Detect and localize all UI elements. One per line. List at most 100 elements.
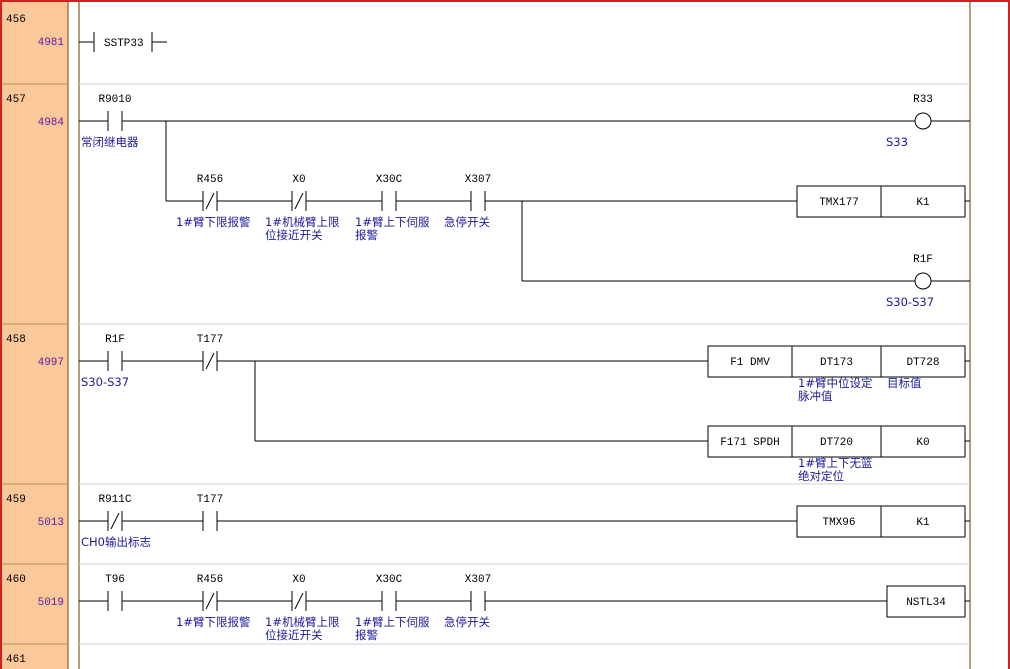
contact-comment: 急停开关 xyxy=(444,615,490,629)
contact-normally-closed[interactable]: R456 1#臂下限报警 xyxy=(176,174,251,229)
step-number-gutter xyxy=(2,2,68,669)
rung-457[interactable]: 457 4984 xyxy=(6,94,64,129)
contact-comment: S30-S37 xyxy=(81,375,129,389)
rung-step-number: 459 xyxy=(6,494,26,506)
instruction-cell xyxy=(886,585,966,618)
contact-normally-open[interactable]: R9010 常闭继电器 xyxy=(81,94,139,149)
contact-comment: 报警 xyxy=(355,628,378,642)
contact-comment: 1#臂上下伺服 xyxy=(355,615,430,629)
contact-gap xyxy=(471,599,485,603)
operand-comment: 目标值 xyxy=(887,376,922,390)
coil-comment: S33 xyxy=(886,135,908,149)
instruction-operand: K1 xyxy=(916,517,930,529)
contact-label: X0 xyxy=(292,574,305,586)
coil-comment: S30-S37 xyxy=(886,295,934,309)
instruction-operand: F171 SPDH xyxy=(720,437,779,449)
window-border-right xyxy=(1008,2,1010,669)
contact-comment: 位接近开关 xyxy=(265,628,323,642)
contact-normally-closed[interactable]: T177 xyxy=(197,334,223,371)
rung-step-number: 458 xyxy=(6,334,26,346)
contact-label: R456 xyxy=(197,574,223,586)
instruction-cell xyxy=(707,425,793,458)
rung-459[interactable]: 459 5013 xyxy=(6,494,64,529)
rung-address: 4997 xyxy=(38,357,64,369)
operand-comment: 1#臂中位设定 xyxy=(798,376,873,390)
contact-gap xyxy=(108,119,122,123)
instruction-cell xyxy=(791,425,882,458)
contact-normally-closed[interactable]: R911C CH0输出标志 xyxy=(81,494,151,549)
instruction-operand: DT173 xyxy=(820,357,853,369)
instruction-operand: NSTL34 xyxy=(906,597,946,609)
contact-gap xyxy=(471,199,485,203)
contact-gap xyxy=(203,519,217,523)
contact-slash xyxy=(205,352,215,370)
contact-label: X307 xyxy=(465,174,491,186)
contact-gap xyxy=(382,199,396,203)
rung-address: 5013 xyxy=(38,517,64,529)
contact-slash xyxy=(294,592,304,610)
contact-gap xyxy=(108,359,122,363)
rung-456[interactable]: 456 4981 xyxy=(6,14,64,49)
contact-label: X30C xyxy=(376,174,403,186)
rung-address: 5019 xyxy=(38,597,64,609)
contact-label: T177 xyxy=(197,334,223,346)
instruction-operand: F1 DMV xyxy=(730,357,770,369)
contact-comment: 1#机械臂上限 xyxy=(265,215,340,229)
contact-normally-open[interactable]: X307 急停开关 xyxy=(444,574,491,629)
instruction-box[interactable]: NSTL34 xyxy=(886,585,966,618)
contact-label: X307 xyxy=(465,574,491,586)
contact-label: R456 xyxy=(197,174,223,186)
window-border-left xyxy=(0,2,2,669)
rung-461[interactable]: 461 xyxy=(6,654,26,666)
contact-comment: 1#机械臂上限 xyxy=(265,615,340,629)
rung-step-number: 460 xyxy=(6,574,26,586)
rung-step-number: 457 xyxy=(6,94,26,106)
operand-comment: 1#臂上下无篮 xyxy=(798,456,872,470)
instruction-cell xyxy=(791,345,882,378)
instruction-box[interactable]: TMX96 K1 xyxy=(796,505,966,538)
contact-slash xyxy=(294,192,304,210)
instruction-cell xyxy=(707,345,793,378)
contact-slash xyxy=(205,592,215,610)
instruction-cell xyxy=(880,425,966,458)
contact-normally-open[interactable]: X307 急停开关 xyxy=(444,174,491,229)
coil-circle xyxy=(914,112,932,130)
contact-gap xyxy=(108,599,122,603)
instruction-box[interactable]: TMX177 K1 xyxy=(796,185,966,218)
operand-comment: 绝对定位 xyxy=(798,469,844,483)
contact-gap xyxy=(382,599,396,603)
contact-normally-open[interactable]: T96 xyxy=(105,574,125,611)
coil-circle xyxy=(914,272,932,290)
rung-step-number: 456 xyxy=(6,14,26,26)
instruction-operand: K0 xyxy=(916,437,929,449)
contact-comment: 1#臂上下伺服 xyxy=(355,215,430,229)
contact-label: R911C xyxy=(98,494,131,506)
contact-label: T177 xyxy=(197,494,223,506)
instruction-operand: TMX96 xyxy=(822,517,855,529)
operand-comment: 脉冲值 xyxy=(798,389,833,403)
rung-step-number: 461 xyxy=(6,654,26,666)
output-coil[interactable]: R33 S33 xyxy=(886,94,933,149)
contact-normally-open[interactable]: R1F S30-S37 xyxy=(81,334,129,389)
output-coil[interactable]: R1F S30-S37 xyxy=(886,254,934,309)
contact-comment: 1#臂下限报警 xyxy=(176,615,251,629)
instruction-operand: DT720 xyxy=(820,437,853,449)
contact-comment: 位接近开关 xyxy=(265,228,323,242)
contact-slash xyxy=(110,512,120,530)
instruction-cell xyxy=(880,505,966,538)
contact-comment: 1#臂下限报警 xyxy=(176,215,251,229)
rung-460[interactable]: 460 5019 xyxy=(6,574,64,609)
contact-normally-closed[interactable]: R456 1#臂下限报警 xyxy=(176,574,251,629)
contact-normally-open[interactable]: T177 xyxy=(197,494,223,531)
rung-458[interactable]: 458 4997 xyxy=(6,334,64,369)
instruction-operand: DT728 xyxy=(906,357,939,369)
instruction-cell xyxy=(880,185,966,218)
